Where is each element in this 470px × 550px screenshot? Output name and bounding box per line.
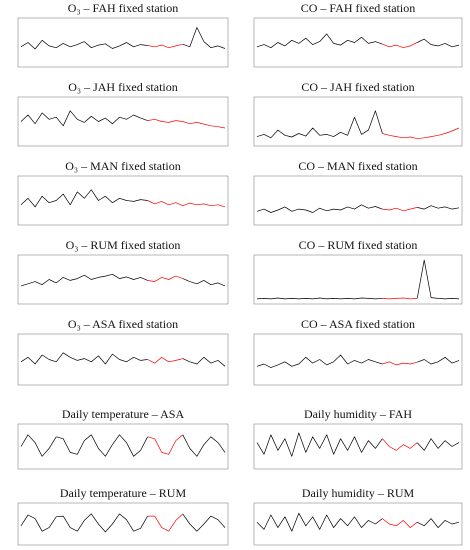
panel-title: CO – RUM fixed station — [299, 238, 418, 252]
panel-title: CO – JAH fixed station — [301, 80, 414, 94]
series-line — [416, 259, 460, 300]
series-line — [147, 275, 183, 282]
series-line — [382, 297, 418, 300]
panel-title: Daily temperature – RUM — [60, 486, 187, 500]
series-line — [20, 434, 148, 457]
plot-frame — [253, 254, 463, 305]
series-line — [417, 356, 460, 365]
series-line — [147, 118, 226, 129]
series-line — [256, 432, 383, 457]
plot-frame — [253, 423, 463, 470]
series-line — [147, 434, 184, 455]
panel-title: CO – FAH fixed station — [301, 1, 415, 15]
plot-frame — [253, 175, 463, 226]
series-line — [20, 189, 148, 208]
series-line — [147, 513, 184, 532]
series-line — [147, 356, 183, 364]
panel-title: CO – ASA fixed station — [301, 317, 415, 331]
panel-title: O₃ – RUM fixed station — [66, 238, 181, 252]
series-line — [20, 513, 148, 533]
series-line — [147, 43, 183, 49]
series-line — [20, 110, 148, 127]
plot-frame — [253, 17, 463, 68]
panel-title: O₃ – JAH fixed station — [68, 80, 178, 94]
series-line — [256, 354, 383, 368]
plot-frame — [253, 333, 463, 386]
plot-frame — [17, 502, 229, 546]
series-line — [182, 434, 226, 457]
series-line — [20, 273, 148, 287]
panel-title: CO – MAN fixed station — [298, 159, 417, 173]
series-line — [382, 207, 418, 212]
plot-frame — [17, 96, 229, 147]
series-line — [147, 200, 226, 208]
series-line — [382, 42, 418, 49]
series-line — [256, 33, 383, 49]
series-line — [382, 438, 418, 451]
panel-title: O₃ – FAH fixed station — [68, 1, 179, 15]
panel-title: O₃ – ASA fixed station — [68, 317, 178, 331]
series-line — [20, 39, 148, 50]
series-line — [182, 27, 226, 49]
series-line — [417, 518, 460, 528]
series-line — [256, 204, 383, 213]
series-line — [417, 38, 460, 48]
series-line — [182, 513, 226, 532]
series-line — [256, 110, 383, 139]
plot-frame — [253, 502, 463, 546]
panel-title: Daily humidity – FAH — [304, 407, 412, 421]
panel-title: Daily humidity – RUM — [302, 486, 415, 500]
plot-frame — [17, 254, 229, 305]
plot-frame — [17, 333, 229, 386]
series-line — [182, 356, 226, 367]
panel-title: O₃ – MAN fixed station — [65, 159, 181, 173]
series-line — [382, 361, 418, 366]
series-line — [182, 278, 226, 287]
plot-frame — [253, 96, 463, 147]
series-line — [256, 512, 383, 532]
series-line — [416, 438, 460, 451]
plot-frame — [17, 175, 229, 226]
series-line — [417, 205, 460, 210]
plot-frame — [17, 17, 229, 68]
panel-title: Daily temperature – ASA — [62, 407, 185, 421]
series-line — [256, 297, 383, 300]
series-line — [382, 518, 418, 528]
series-line — [20, 352, 148, 365]
series-line — [382, 127, 460, 140]
plot-frame — [17, 423, 229, 470]
